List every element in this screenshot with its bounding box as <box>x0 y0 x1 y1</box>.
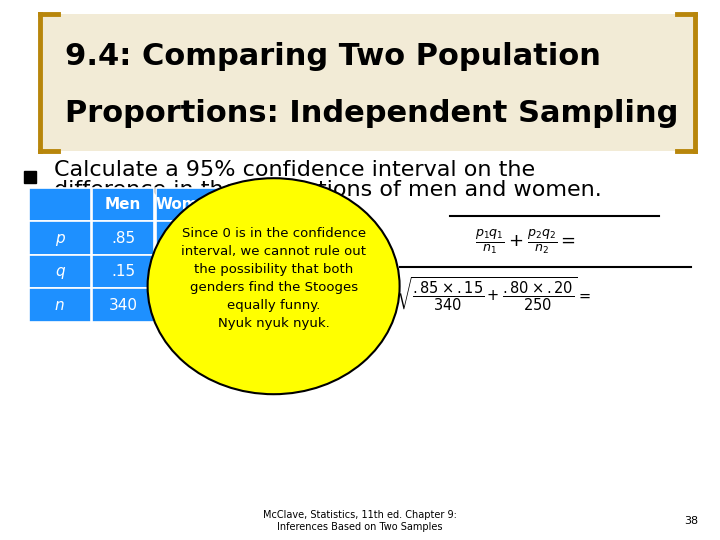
Text: $.05\pm.062$: $.05\pm.062$ <box>223 330 344 350</box>
FancyBboxPatch shape <box>156 221 219 255</box>
Text: Calculate a 95% confidence interval on the: Calculate a 95% confidence interval on t… <box>54 160 535 180</box>
Text: Since 0 is in the confidence
interval, we cannot rule out
the possibility that b: Since 0 is in the confidence interval, w… <box>181 227 366 329</box>
Text: 9.4: Comparing Two Population: 9.4: Comparing Two Population <box>65 42 600 71</box>
FancyBboxPatch shape <box>156 188 219 221</box>
Text: $\frac{p_1 q_1}{n_1} + \frac{p_2 q_2}{n_2} = $: $\frac{p_1 q_1}{n_1} + \frac{p_2 q_2}{n_… <box>475 227 576 255</box>
Text: .15: .15 <box>111 264 135 279</box>
FancyBboxPatch shape <box>92 221 154 255</box>
Text: q: q <box>55 264 65 279</box>
Text: n: n <box>55 298 65 313</box>
Text: Proportions: Independent Sampling: Proportions: Independent Sampling <box>65 99 678 128</box>
Text: .20: .20 <box>175 264 199 279</box>
FancyBboxPatch shape <box>156 288 219 322</box>
Ellipse shape <box>148 178 400 394</box>
Text: .85: .85 <box>111 231 135 246</box>
Text: Men: Men <box>105 197 141 212</box>
FancyBboxPatch shape <box>29 255 91 288</box>
Text: 340: 340 <box>109 298 138 313</box>
Text: Women: Women <box>156 197 219 212</box>
Text: difference in the proportions of men and women.: difference in the proportions of men and… <box>54 180 602 200</box>
Text: $\sqrt{\dfrac{.85\times.15}{340}+\dfrac{.80\times.20}{250}}=$: $\sqrt{\dfrac{.85\times.15}{340}+\dfrac{… <box>396 276 591 313</box>
Text: 38: 38 <box>684 516 698 526</box>
FancyBboxPatch shape <box>29 288 91 322</box>
Text: 250: 250 <box>173 298 202 313</box>
Text: .80: .80 <box>175 231 199 246</box>
FancyBboxPatch shape <box>29 188 91 221</box>
FancyBboxPatch shape <box>29 221 91 255</box>
FancyBboxPatch shape <box>92 255 154 288</box>
Text: p: p <box>55 231 65 246</box>
FancyBboxPatch shape <box>40 14 698 151</box>
FancyBboxPatch shape <box>92 188 154 221</box>
FancyBboxPatch shape <box>156 255 219 288</box>
Text: McClave, Statistics, 11th ed. Chapter 9:
Inferences Based on Two Samples: McClave, Statistics, 11th ed. Chapter 9:… <box>263 510 457 532</box>
FancyBboxPatch shape <box>92 288 154 322</box>
